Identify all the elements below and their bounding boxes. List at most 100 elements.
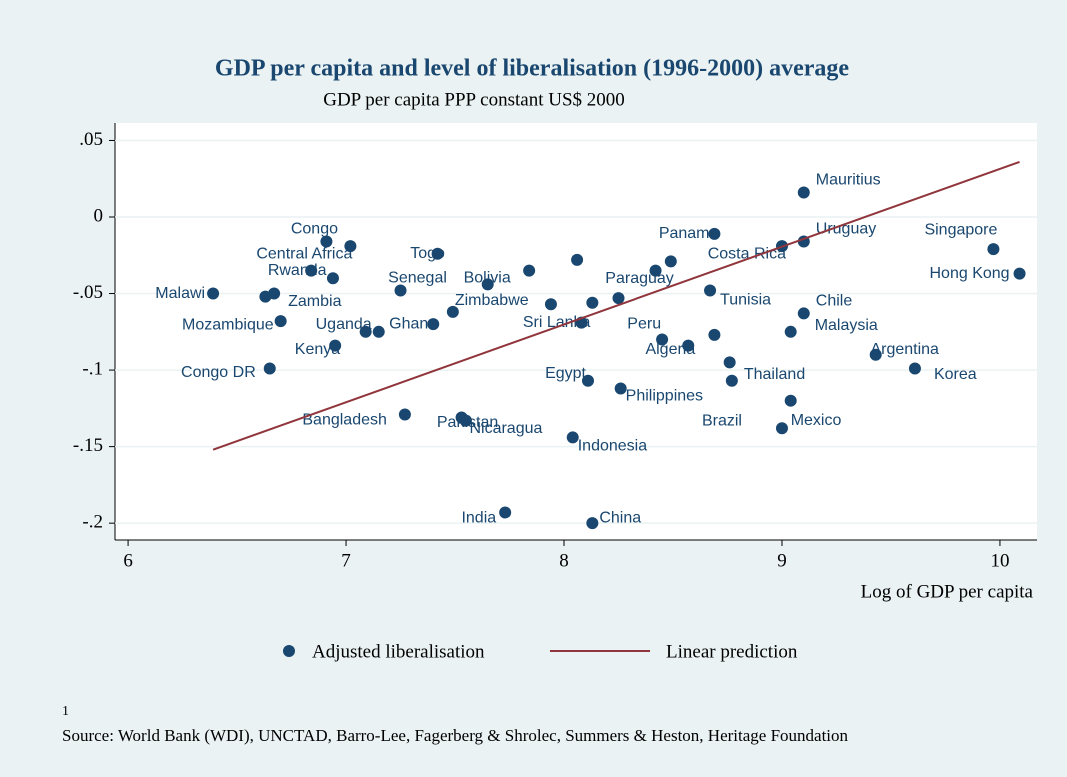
- point-label: Senegal: [388, 270, 447, 287]
- point-label: China: [599, 509, 641, 526]
- point: [499, 506, 512, 519]
- note: 1: [62, 704, 69, 719]
- point-label: Mozambique: [182, 316, 274, 333]
- point: [523, 264, 536, 277]
- x-tick-label: 8: [559, 550, 569, 571]
- x-tick-label: 9: [777, 550, 787, 571]
- point-label: Mauritius: [816, 172, 881, 189]
- point: [987, 243, 1000, 256]
- point-label: Kenya: [295, 341, 340, 358]
- point-label: Mexico: [791, 412, 842, 429]
- point-label: Paraguay: [605, 270, 674, 287]
- point-label: Hong Kong: [930, 265, 1010, 282]
- point-label: Rwanda: [268, 262, 327, 279]
- point: [869, 348, 882, 361]
- point: [571, 253, 584, 266]
- point-label: Bolivia: [464, 270, 511, 287]
- point-label: Central Africa: [256, 245, 352, 262]
- point-label: Argentina: [870, 341, 939, 358]
- y-tick-label: -.05: [73, 282, 103, 303]
- point-label: Brazil: [702, 412, 742, 429]
- point: [797, 186, 810, 199]
- x-axis-title: Log of GDP per capita: [861, 581, 1034, 602]
- point-label: Ghana: [389, 315, 437, 332]
- point-label: Malawi: [155, 285, 205, 302]
- point: [274, 315, 287, 328]
- point: [263, 362, 276, 375]
- y-axis-title: GDP per capita PPP constant US$ 2000: [323, 89, 625, 110]
- point: [581, 374, 594, 387]
- point: [372, 325, 385, 338]
- point: [566, 431, 579, 444]
- point-label: Thailand: [744, 366, 805, 383]
- point-label: Peru: [627, 316, 661, 333]
- point-label: Philippines: [626, 388, 703, 405]
- point: [459, 414, 472, 427]
- point: [481, 278, 494, 291]
- point: [320, 235, 333, 248]
- point: [544, 298, 557, 311]
- x-tick-label: 6: [123, 550, 133, 571]
- point: [305, 264, 318, 277]
- y-tick-label: 0: [94, 205, 104, 226]
- point: [431, 247, 444, 260]
- point: [326, 272, 339, 285]
- point-label: Congo: [291, 221, 338, 238]
- point-label: Malaysia: [815, 317, 878, 334]
- point: [446, 305, 459, 318]
- point-label: Indonesia: [578, 438, 647, 455]
- point: [708, 227, 721, 240]
- point: [784, 394, 797, 407]
- point: [725, 374, 738, 387]
- point: [649, 264, 662, 277]
- point-label: Nicaragua: [469, 420, 542, 437]
- point: [1013, 267, 1026, 280]
- point-label: India: [461, 510, 496, 527]
- point: [394, 284, 407, 297]
- point: [586, 296, 599, 309]
- point: [398, 408, 411, 421]
- x-tick-label: 10: [990, 550, 1009, 571]
- y-tick-label: -.1: [82, 358, 103, 379]
- legend-marker: [283, 645, 295, 657]
- point-label: Congo DR: [181, 364, 256, 381]
- point: [708, 328, 721, 341]
- y-tick-label: -.15: [73, 435, 103, 456]
- point-label: Tunisia: [720, 292, 771, 309]
- point: [664, 255, 677, 268]
- point-label: Zambia: [288, 293, 341, 310]
- legend-label: Linear prediction: [666, 641, 798, 662]
- point-label: Algeria: [645, 341, 695, 358]
- point: [207, 287, 220, 300]
- point: [775, 422, 788, 435]
- point: [704, 284, 717, 297]
- point: [586, 517, 599, 530]
- point: [797, 307, 810, 320]
- point: [723, 356, 736, 369]
- point-label: Singapore: [924, 221, 997, 238]
- point: [329, 339, 342, 352]
- point: [344, 240, 357, 253]
- point-label: Panama: [659, 225, 719, 242]
- point-label: Zimbabwe: [455, 292, 529, 309]
- y-tick-label: -.2: [82, 512, 103, 533]
- point-label: Chile: [816, 293, 853, 310]
- point-label: Sri Lanka: [523, 314, 591, 331]
- point-label: Costa Rica: [708, 245, 786, 262]
- point: [614, 382, 627, 395]
- point: [427, 318, 440, 331]
- point: [908, 362, 921, 375]
- point: [359, 325, 372, 338]
- x-tick-label: 7: [341, 550, 351, 571]
- point: [656, 333, 669, 346]
- point-label: Togo: [410, 245, 445, 262]
- y-tick-label: .05: [79, 129, 103, 150]
- point: [612, 292, 625, 305]
- point-label: Egypt: [545, 365, 586, 382]
- point: [784, 325, 797, 338]
- point-label: Bangladesh: [302, 412, 387, 429]
- chart-title: GDP per capita and level of liberalisati…: [215, 56, 849, 82]
- point: [268, 287, 281, 300]
